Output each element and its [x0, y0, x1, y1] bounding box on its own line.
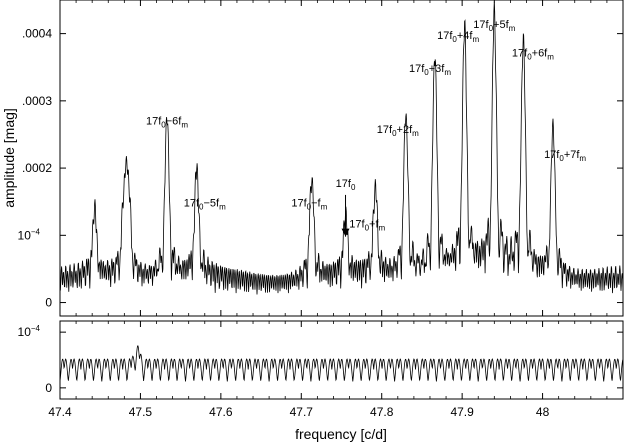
x-axis-title: frequency [c/d] [295, 426, 387, 442]
peak-label-9: 17f0+6fm [512, 47, 554, 61]
x-tick-label: 47.9 [450, 405, 474, 419]
x-tick-label: 47.8 [370, 405, 394, 419]
y-tick-label: .0002 [22, 161, 52, 175]
y-tick-label: .0004 [22, 27, 52, 41]
top-panel: 0 10−4 .0002 .0003 .0004 17f0−6fm 17f0−5fm 17f… [1, 0, 624, 317]
y-tick-label: 0 [45, 381, 52, 395]
peak-label-5: 17f0+2fm [377, 124, 419, 138]
amplitude-spectrum-line [60, 0, 623, 295]
y-tick-label: .0003 [22, 94, 52, 108]
x-tick-label: 47.5 [129, 405, 153, 419]
peak-label-3: 17f0 [336, 178, 356, 192]
y-tick-label: 0 [45, 296, 52, 310]
peak-label-4: 17f0+fm [349, 218, 385, 232]
peak-label-10: 17f0+7fm [544, 149, 586, 163]
x-tick-label: 47.7 [290, 405, 314, 419]
peak-label-7: 17f0+4fm [437, 30, 479, 44]
y-tick-label: 10−4 [18, 324, 41, 339]
top-plot-frame [59, 0, 624, 317]
peak-label-0: 17f0−6fm [146, 115, 188, 129]
bottom-panel: 0 10−4 47.4 47.5 47.6 47.7 47.8 47.9 48 frequen… [18, 320, 624, 442]
spectral-window-line [60, 345, 623, 382]
y-tick-label: 10−4 [18, 227, 41, 242]
peak-label-1: 17f0−5fm [184, 197, 226, 211]
arrow-head-17f0 [341, 228, 350, 237]
top-y-axis-title: amplitude [mag] [1, 108, 17, 208]
peak-label-8: 17f0+5fm [473, 19, 515, 33]
x-tick-label: 47.6 [209, 405, 233, 419]
x-tick-label: 48 [536, 405, 550, 419]
peak-label-2: 17f0−fm [291, 197, 327, 211]
x-tick-label: 47.4 [48, 405, 72, 419]
peak-label-6: 17f0+3fm [409, 63, 451, 77]
